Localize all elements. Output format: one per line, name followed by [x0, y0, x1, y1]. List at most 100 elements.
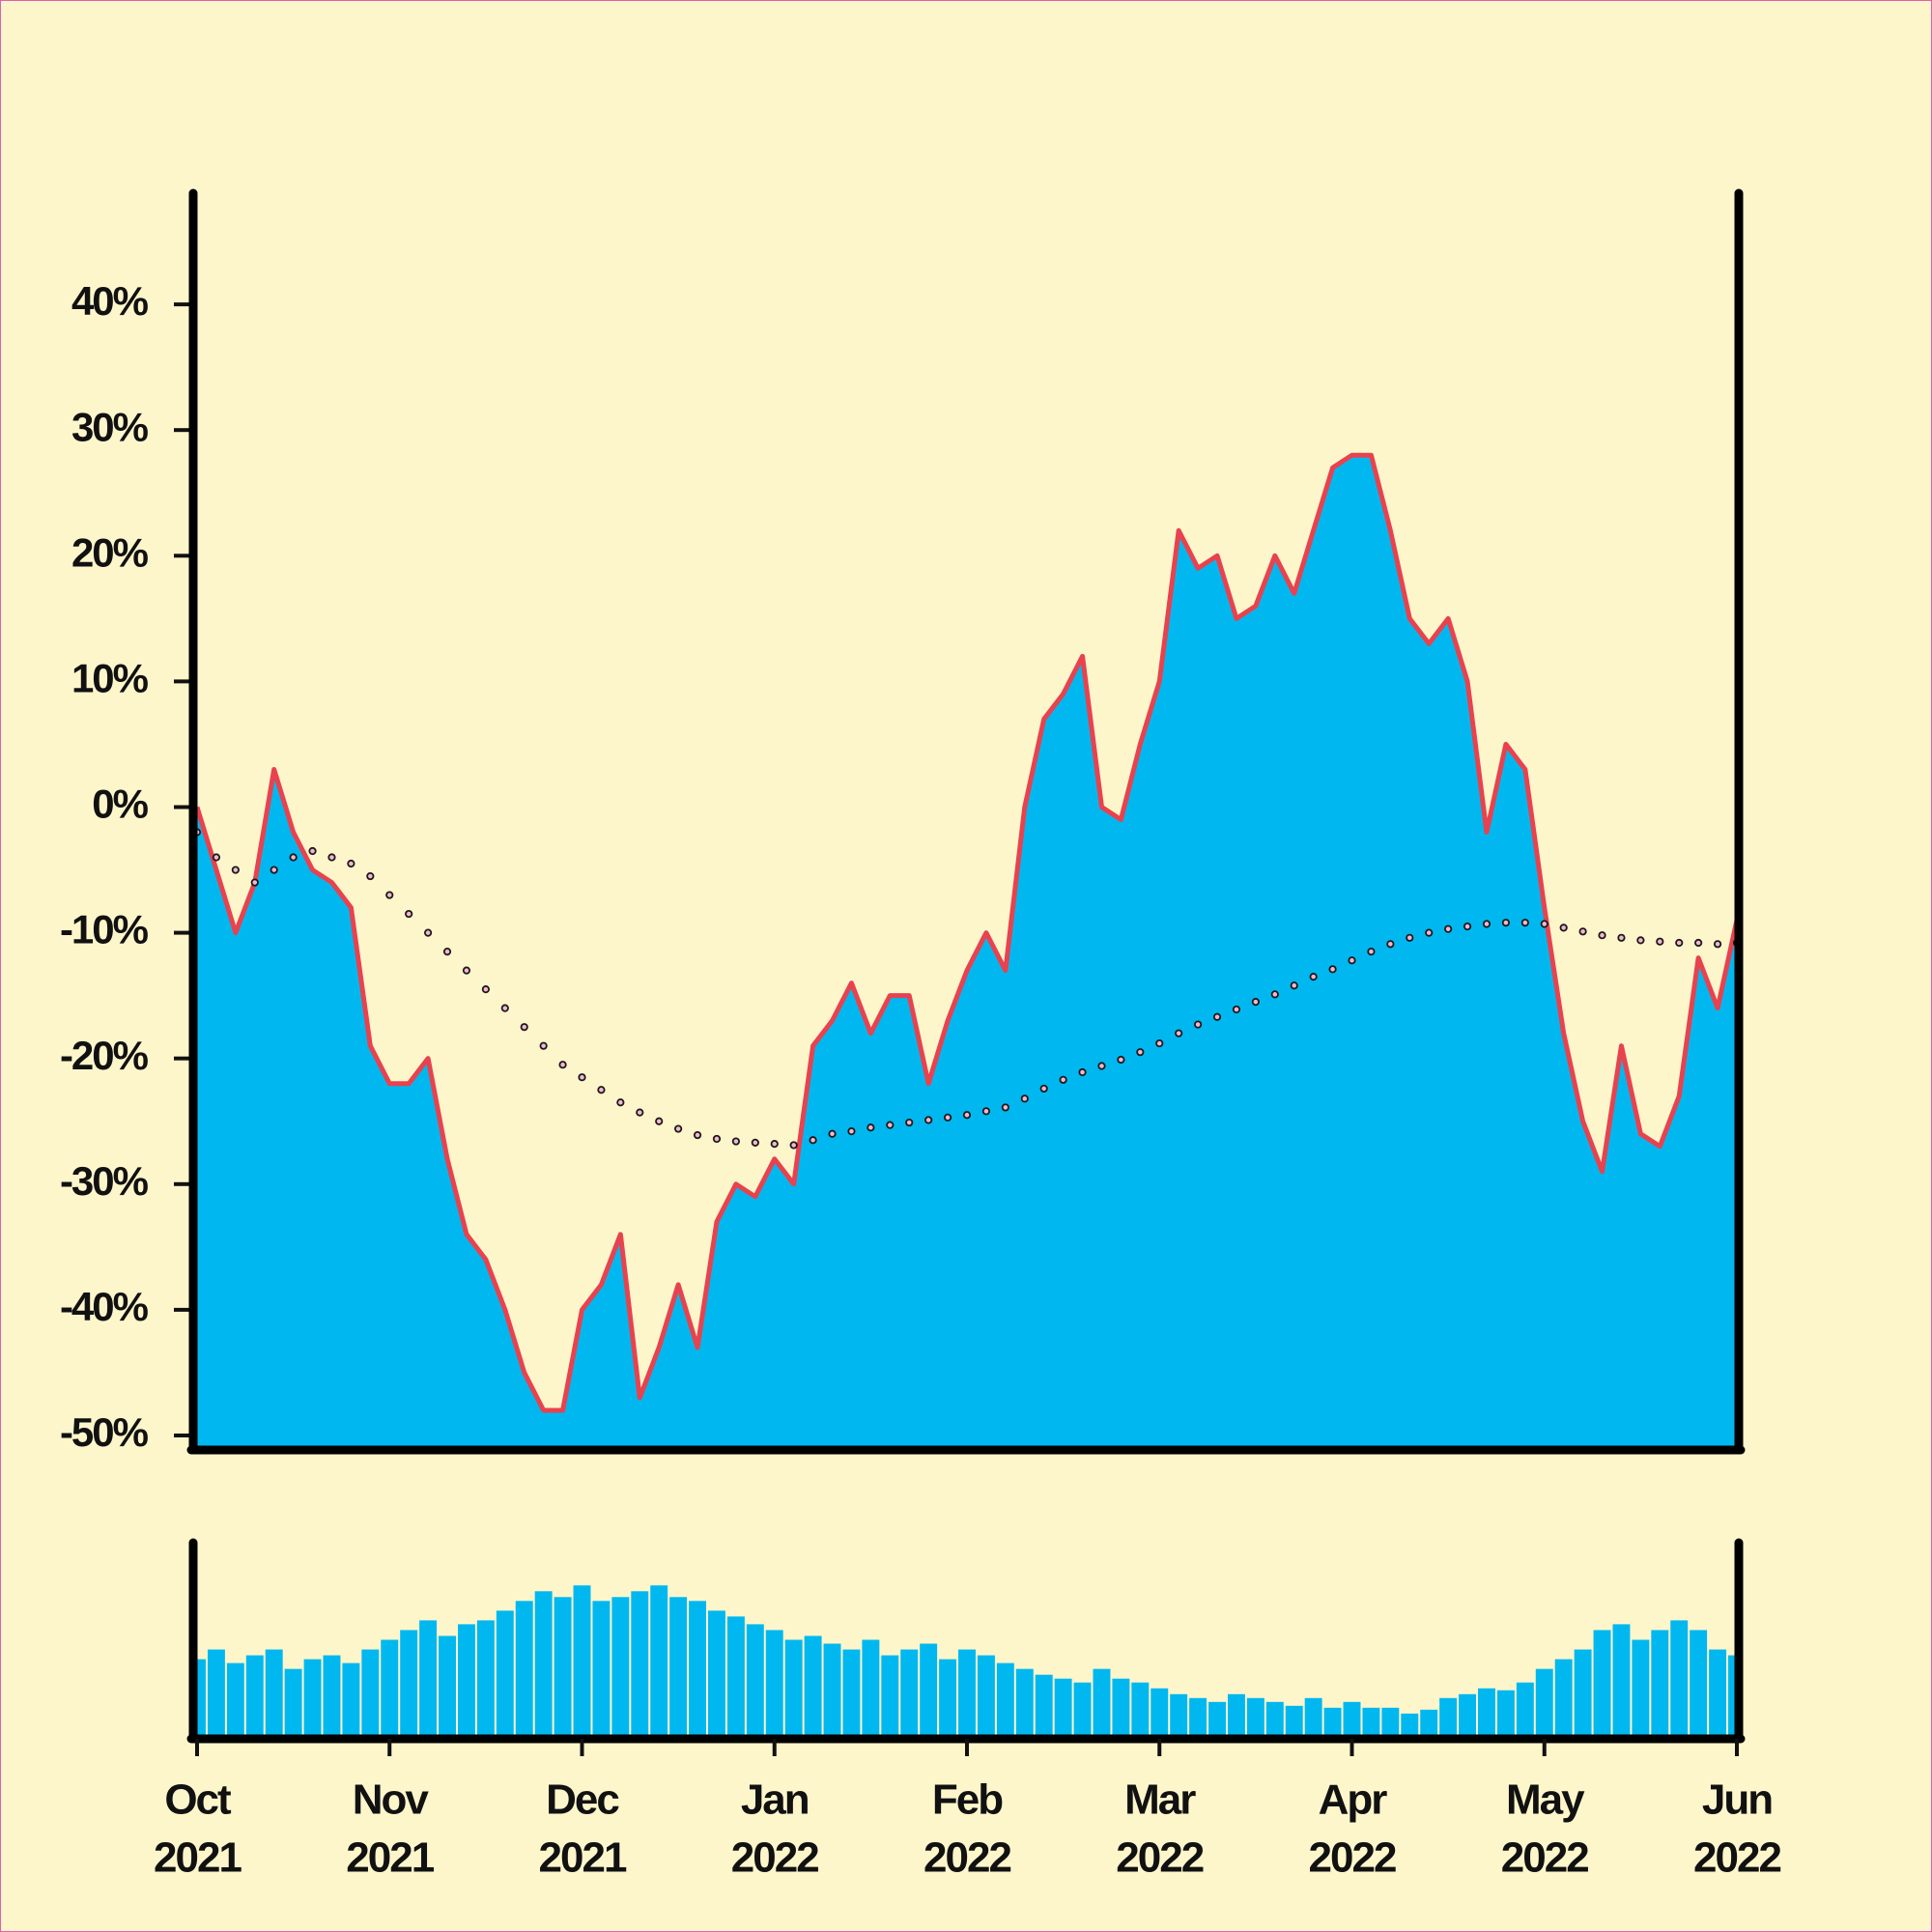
volume-bar	[1690, 1630, 1708, 1737]
volume-bar	[573, 1585, 591, 1737]
moving-average-dot	[789, 1141, 798, 1150]
volume-bar	[1189, 1697, 1208, 1737]
volume-bar	[1015, 1668, 1034, 1737]
moving-average-dot	[1348, 956, 1356, 965]
moving-average-dot	[423, 928, 433, 937]
x-tick-label: Apr	[1319, 1776, 1388, 1824]
moving-average-dot	[366, 871, 375, 881]
volume-bar	[1420, 1709, 1438, 1737]
x-tick-year: 2022	[1501, 1834, 1588, 1882]
moving-average-dot	[1598, 931, 1606, 940]
volume-bar	[1093, 1668, 1111, 1737]
moving-average-dot	[250, 878, 259, 887]
volume-bar	[900, 1649, 919, 1737]
moving-average-dot	[1117, 1055, 1125, 1065]
moving-average-dot	[1097, 1062, 1106, 1070]
volume-bar	[419, 1620, 438, 1737]
moving-average-dot	[981, 1107, 991, 1116]
moving-average-dot	[886, 1121, 895, 1129]
moving-average-dot	[578, 1073, 586, 1082]
volume-bar	[996, 1662, 1014, 1737]
moving-average-dot	[1425, 928, 1434, 937]
moving-average-dot	[962, 1111, 972, 1120]
volume-bar	[1728, 1655, 1737, 1737]
volume-bar	[881, 1655, 899, 1737]
moving-average-dot	[231, 866, 240, 874]
volume-bar	[1054, 1678, 1072, 1737]
moving-average-dot	[1039, 1084, 1048, 1094]
x-tick-label: Mar	[1124, 1776, 1196, 1824]
moving-average-dot	[616, 1098, 625, 1107]
x-tick-label: Oct	[164, 1776, 232, 1824]
volume-bar	[862, 1639, 880, 1737]
y-tick-label: -20%	[60, 1033, 149, 1078]
volume-bar	[476, 1620, 495, 1737]
x-tick-year: 2021	[539, 1834, 627, 1882]
volume-bar	[1632, 1639, 1650, 1737]
volume-bar	[1035, 1674, 1053, 1737]
volume-bar	[1170, 1693, 1188, 1737]
volume-bar	[842, 1649, 861, 1737]
volume-bar	[958, 1649, 976, 1737]
volume-bar	[823, 1643, 841, 1737]
volume-bar	[381, 1639, 399, 1737]
moving-average-dot	[751, 1138, 759, 1147]
moving-average-dot	[405, 909, 413, 919]
x-tick-label: Dec	[546, 1776, 619, 1824]
volume-bar	[226, 1662, 244, 1737]
moving-average-dot	[520, 1023, 528, 1032]
volume-bar	[496, 1610, 514, 1737]
x-tick-label: Nov	[353, 1776, 430, 1824]
y-tick-label: 20%	[71, 529, 149, 575]
volume-bar	[650, 1585, 668, 1737]
y-tick-label: -10%	[60, 907, 149, 952]
moving-average-dot	[867, 1123, 875, 1132]
volume-bar	[631, 1591, 649, 1737]
volume-bar	[1208, 1701, 1226, 1737]
area-line	[194, 452, 1740, 1413]
moving-average-dot	[636, 1108, 644, 1117]
moving-average-dot	[1194, 1020, 1203, 1029]
volume-bar	[1381, 1707, 1400, 1737]
volume-bar	[1574, 1649, 1592, 1737]
x-tick-year: 2022	[923, 1834, 1010, 1882]
moving-average-dot	[1694, 938, 1703, 948]
volume-bar	[1554, 1659, 1573, 1737]
moving-average-dot	[770, 1140, 779, 1149]
x-tick-year: 2021	[346, 1834, 434, 1882]
volume-bar	[1362, 1707, 1380, 1737]
volume-bar	[592, 1601, 611, 1737]
x-tick-label: Feb	[932, 1776, 1003, 1824]
volume-bar	[708, 1610, 725, 1737]
moving-average-dot	[674, 1124, 683, 1133]
moving-average-dot	[731, 1137, 741, 1146]
x-tick-label: May	[1506, 1776, 1585, 1824]
moving-average-dot	[1232, 1005, 1241, 1014]
moving-average-dot	[1540, 920, 1548, 928]
volume-bar	[303, 1659, 322, 1737]
y-tick-label: -40%	[60, 1284, 149, 1329]
moving-average-dot	[270, 866, 278, 874]
moving-average-dot	[1713, 940, 1722, 949]
moving-average-dot	[1001, 1103, 1009, 1112]
volume-bar	[920, 1643, 938, 1737]
volume-bar	[1131, 1682, 1150, 1737]
x-tick-label: Jan	[741, 1776, 809, 1824]
volume-bar	[1304, 1697, 1322, 1737]
volume-bar	[1651, 1630, 1669, 1737]
area-fill	[197, 455, 1737, 1449]
moving-average-dot	[1309, 973, 1318, 981]
moving-average-dot	[905, 1118, 914, 1127]
volume-bar	[1227, 1693, 1245, 1737]
moving-average-dot	[289, 853, 298, 862]
moving-average-dot	[1501, 919, 1511, 927]
volume-bar	[611, 1597, 630, 1737]
moving-average-dot	[442, 948, 452, 956]
volume-bar	[726, 1616, 745, 1737]
volume-bar	[1401, 1713, 1419, 1737]
volume-bar	[939, 1659, 957, 1737]
moving-average-dot	[712, 1134, 722, 1144]
x-tick-year: 2022	[1309, 1834, 1396, 1882]
y-tick-label: -50%	[60, 1409, 149, 1455]
